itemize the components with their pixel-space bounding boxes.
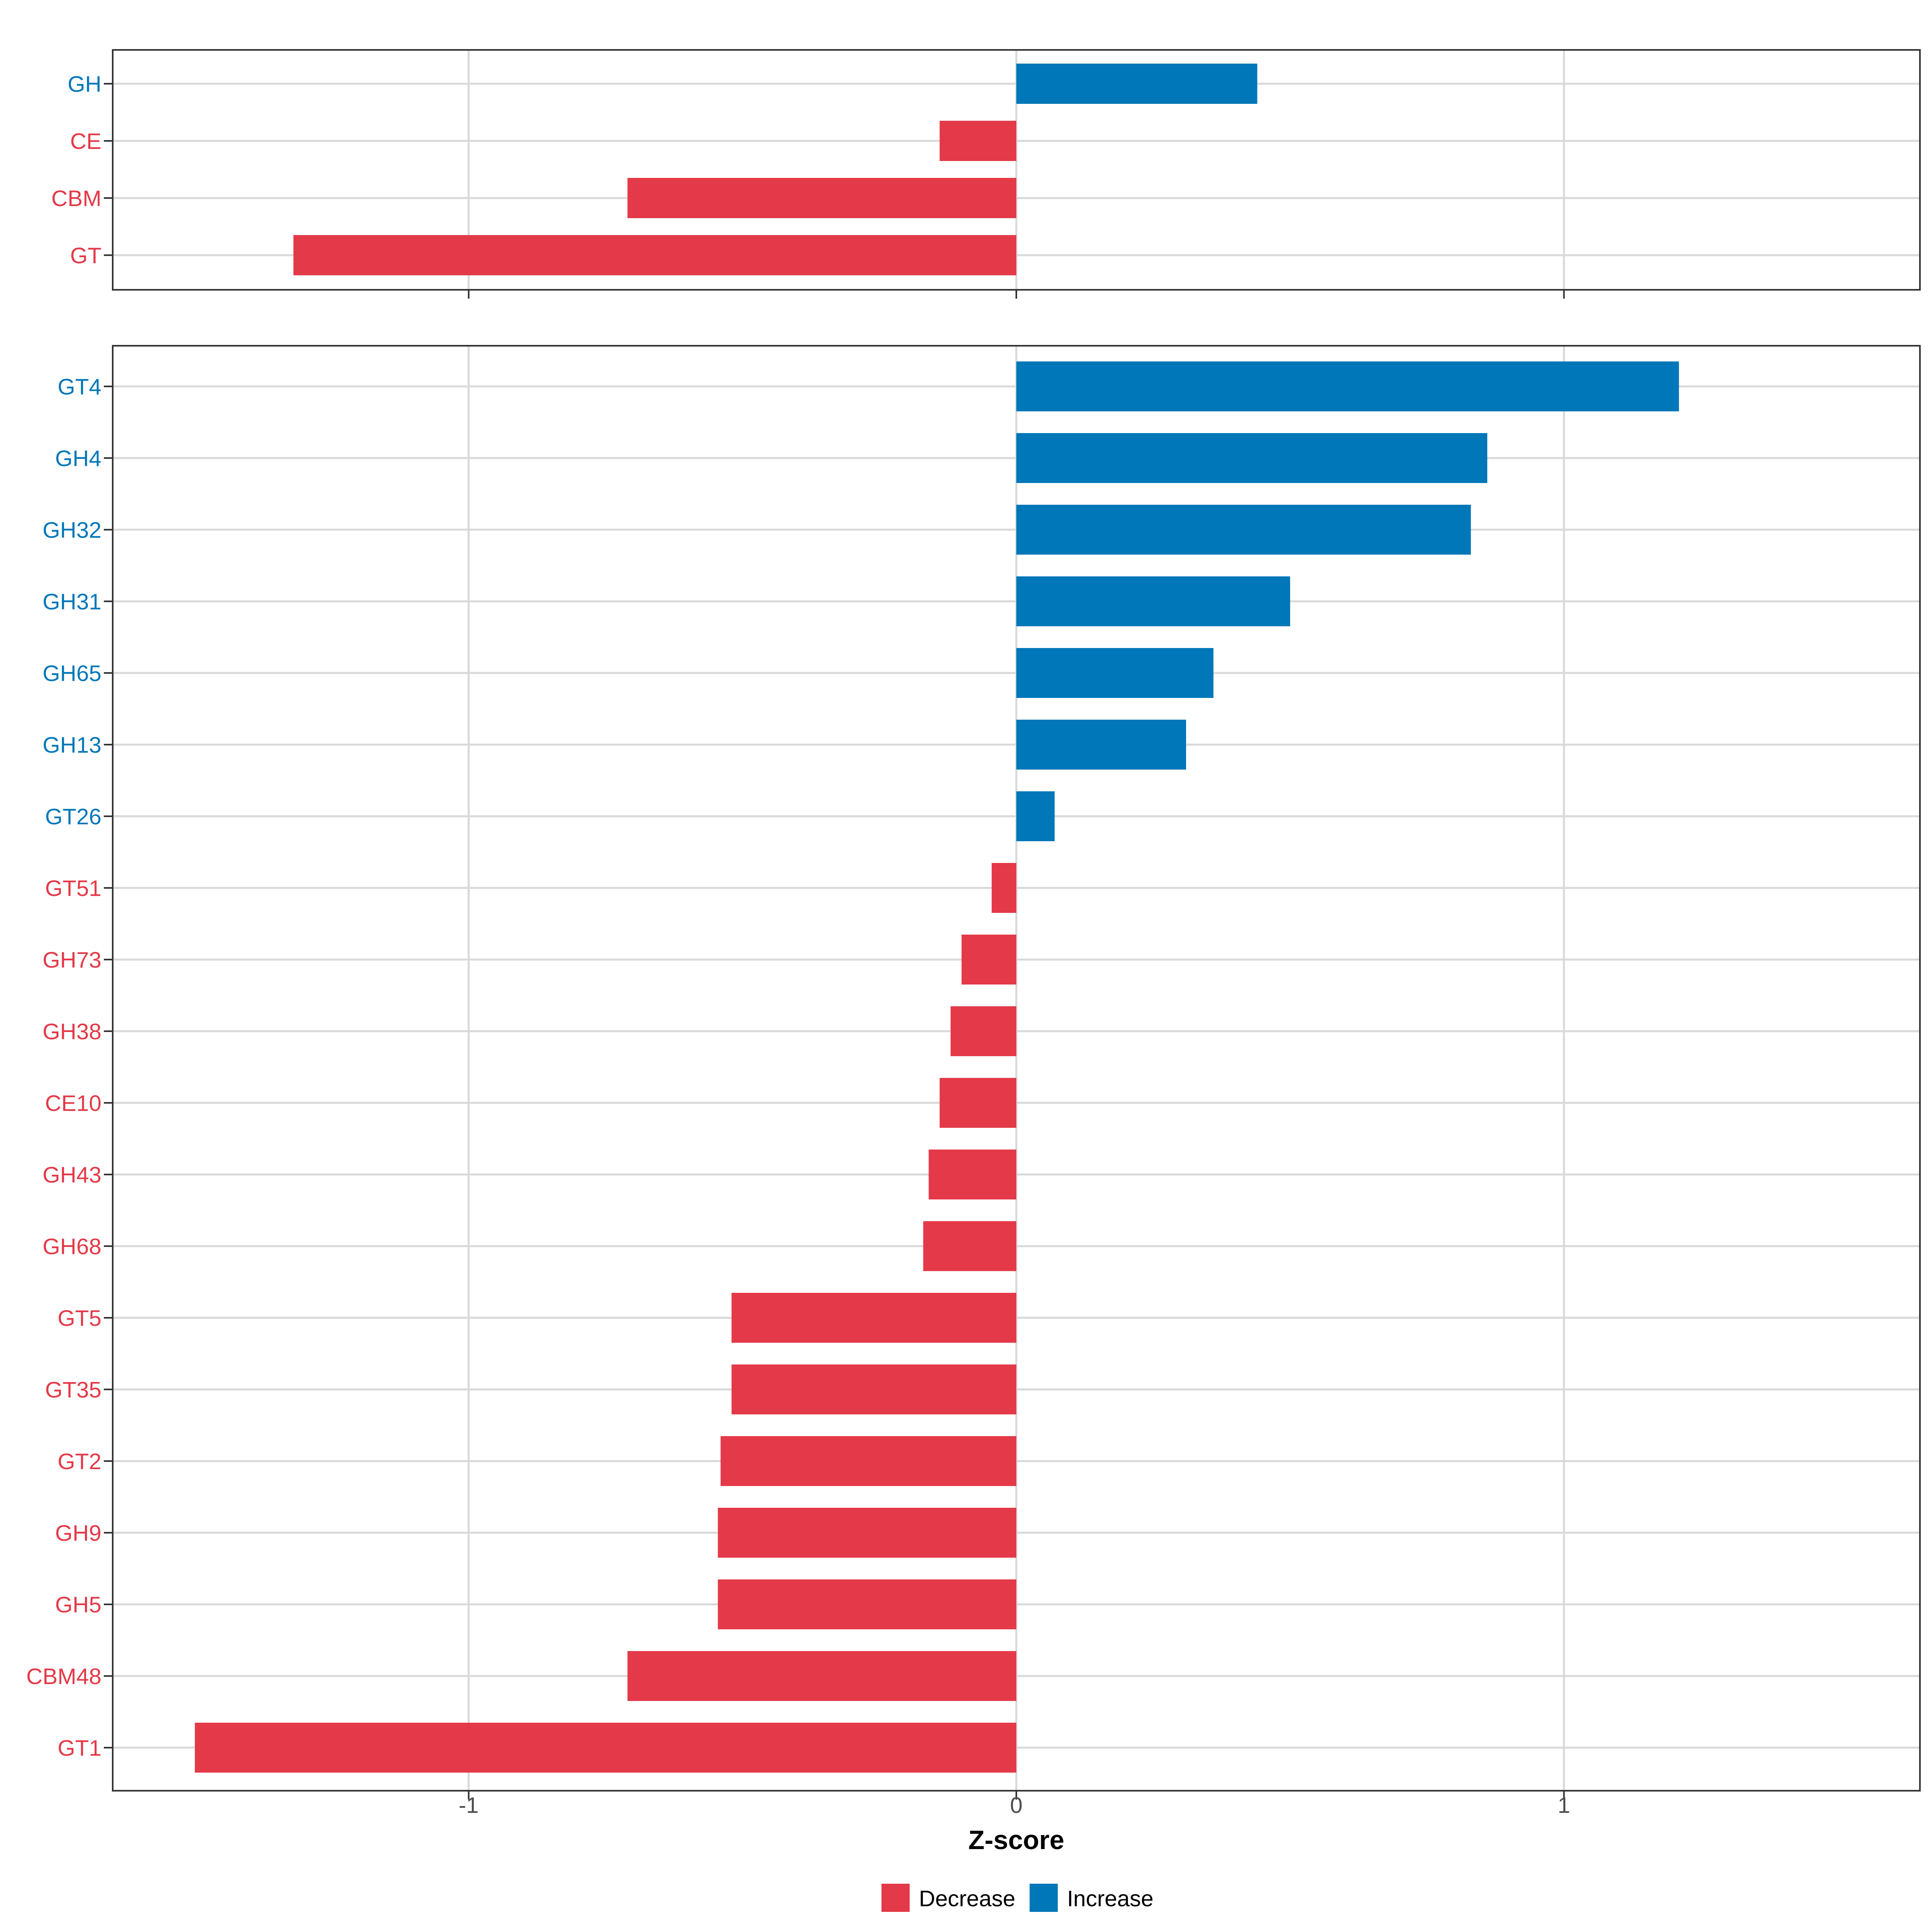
x-tick-label-0: 0 (1010, 1792, 1022, 1818)
y-label-GH43: GH43 (43, 1162, 101, 1187)
y-label-GH: GH (68, 71, 101, 97)
y-label-GH4: GH4 (55, 446, 101, 471)
bar-GH9 (718, 1508, 1016, 1558)
y-label-GH32: GH32 (43, 517, 101, 543)
bar-GH68 (923, 1221, 1016, 1271)
y-label-GT51: GT51 (45, 875, 101, 901)
legend: Decrease Increase (881, 1884, 1154, 1912)
bar-GT35 (731, 1364, 1016, 1414)
y-label-GT35: GT35 (45, 1377, 101, 1402)
bar-GH31 (1016, 576, 1290, 626)
x-axis-tick-labels: -1 0 1 (458, 1792, 1570, 1818)
class-level-y-labels: GH CE CBM GT (52, 71, 101, 268)
y-label-GT26: GT26 (45, 804, 101, 829)
y-label-GH68: GH68 (43, 1234, 101, 1259)
y-label-GT4: GT4 (58, 374, 101, 399)
y-label-CBM48: CBM48 (26, 1664, 101, 1689)
bar-GH5 (718, 1579, 1016, 1629)
legend-label-decrease: Decrease (919, 1886, 1016, 1911)
legend-swatch-decrease (881, 1884, 910, 1912)
legend-label-increase: Increase (1067, 1886, 1154, 1911)
bar-CE10 (939, 1078, 1016, 1128)
bar-GH38 (950, 1006, 1016, 1056)
y-label-GH31: GH31 (43, 589, 101, 614)
y-label-GT: GT (70, 243, 101, 268)
y-label-CBM: CBM (52, 186, 101, 211)
family-level-y-labels: GT4 GH4 GH32 GH31 GH65 GH13 GT26 GT51 GH73 GH38 CE… (26, 374, 101, 1761)
x-tick-label--1: -1 (458, 1792, 479, 1818)
family-level-bars (195, 361, 1679, 1773)
bar-GH43 (929, 1150, 1016, 1199)
bar-GH4 (1016, 433, 1488, 483)
y-label-GH65: GH65 (43, 661, 101, 686)
bar-CBM48 (627, 1651, 1016, 1701)
class-level-x-ticks (468, 290, 1565, 299)
bar-GH32 (1016, 505, 1471, 555)
x-axis-title: Z-score (968, 1825, 1064, 1855)
bar-GH13 (1016, 720, 1186, 770)
family-level-x-ticks (468, 1791, 1565, 1800)
y-label-GT1: GT1 (58, 1735, 101, 1761)
y-label-GH13: GH13 (43, 732, 101, 758)
bar-GH65 (1016, 648, 1214, 698)
y-label-GH73: GH73 (43, 947, 101, 972)
bar-CE (939, 121, 1016, 161)
y-label-GH38: GH38 (43, 1019, 101, 1044)
class-level-y-ticks (104, 83, 113, 256)
bar-GT1 (195, 1723, 1016, 1773)
y-label-GH5: GH5 (55, 1592, 101, 1617)
y-label-GH9: GH9 (55, 1520, 101, 1546)
x-tick-label-1: 1 (1558, 1792, 1570, 1818)
family-level-panel: GT4GH4GH32GH31GH65GH13GT26GT51GH73GH38CE… (26, 345, 1921, 1818)
y-label-GT5: GT5 (58, 1305, 101, 1331)
y-label-GT2: GT2 (58, 1449, 101, 1474)
class-level-bars (293, 64, 1257, 275)
bar-CBM (627, 178, 1016, 218)
bar-GT2 (720, 1436, 1016, 1486)
class-level-panel: GH CE CBM GT (52, 49, 1921, 299)
bar-GT4 (1016, 361, 1679, 411)
bar-GH73 (961, 935, 1016, 985)
legend-swatch-increase (1030, 1884, 1058, 1912)
bar-GH (1016, 64, 1257, 104)
y-label-CE: CE (70, 128, 101, 154)
bar-GT51 (991, 863, 1016, 913)
family-level-y-ticks (104, 386, 113, 1748)
bar-GT (293, 235, 1016, 275)
y-label-CE10: CE10 (45, 1090, 101, 1116)
bar-GT26 (1016, 791, 1055, 841)
bar-GT5 (731, 1293, 1016, 1343)
